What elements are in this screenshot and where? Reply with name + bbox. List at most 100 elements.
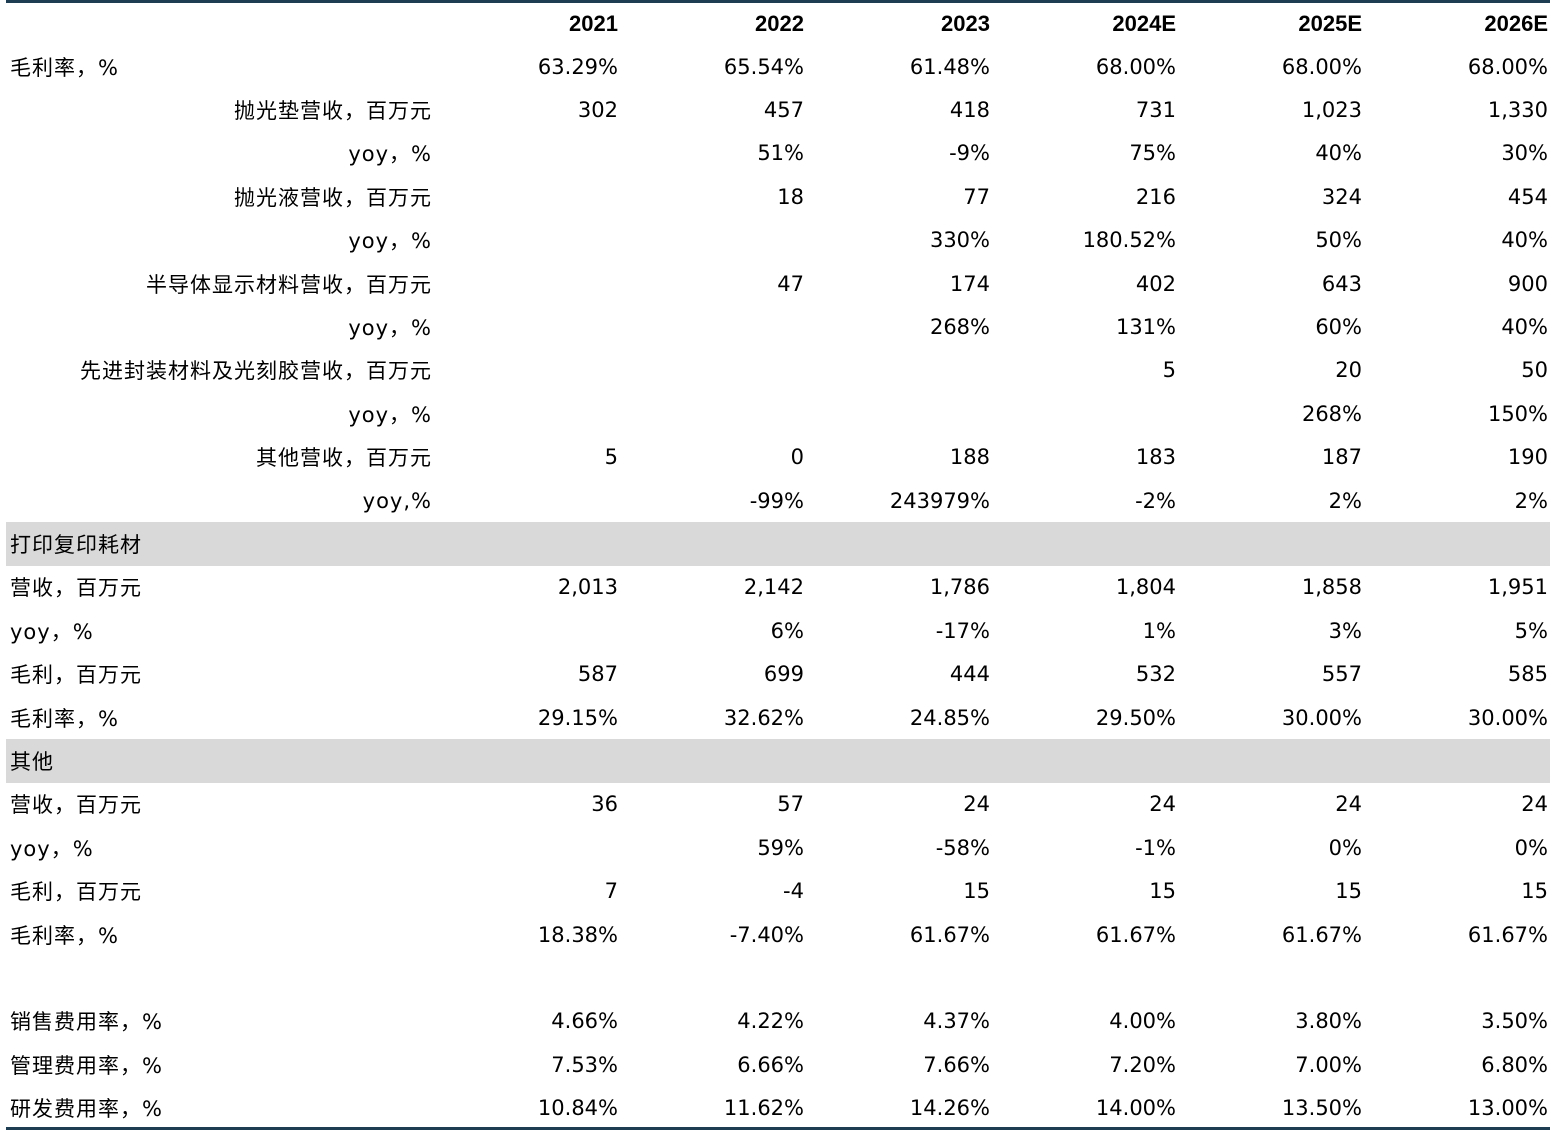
table-cell: 131% xyxy=(1115,315,1176,340)
table-cell: 457 xyxy=(763,98,804,123)
table-cell: 243979% xyxy=(889,488,990,513)
table-cell: 4.00% xyxy=(1109,1009,1176,1034)
table-cell: 2% xyxy=(1514,488,1548,513)
table-cell: 51% xyxy=(757,141,804,166)
table-cell: 14.26% xyxy=(909,1096,990,1121)
table-cell: 24.85% xyxy=(909,705,990,730)
section-header-row: 打印复印耗材 xyxy=(6,522,1550,566)
table-cell: 1% xyxy=(1142,618,1176,643)
table-cell: 20 xyxy=(1335,358,1362,383)
table-cell: 3% xyxy=(1328,618,1362,643)
table-cell: 0% xyxy=(1514,835,1548,860)
table-cell: 3.50% xyxy=(1481,1009,1548,1034)
table-cell: 29.50% xyxy=(1095,705,1176,730)
table-cell: 1,023 xyxy=(1301,98,1362,123)
table-cell: 1,330 xyxy=(1487,98,1548,123)
table-cell: 444 xyxy=(949,662,990,687)
table-cell: 75% xyxy=(1129,141,1176,166)
table-cell: -9% xyxy=(949,141,990,166)
table-cell: 6% xyxy=(770,618,804,643)
table-cell: 24 xyxy=(1521,792,1548,817)
table-cell: 61.67% xyxy=(1281,922,1362,947)
table-cell: 40% xyxy=(1315,141,1362,166)
table-cell: 418 xyxy=(949,98,990,123)
table-cell: 61.67% xyxy=(909,922,990,947)
table-cell: 2,013 xyxy=(557,575,618,600)
table-row: 毛利，百万元 7 -4 15 15 15 15 xyxy=(6,869,1550,912)
table-row: 半导体显示材料营收，百万元 47 174 402 643 900 xyxy=(6,262,1550,305)
table-cell: 10.84% xyxy=(537,1096,618,1121)
table-cell: 150% xyxy=(1487,401,1548,426)
column-header: 2025E xyxy=(1298,11,1362,36)
table-cell: 50 xyxy=(1521,358,1548,383)
table-row: yoy，% 330% 180.52% 50% 40% xyxy=(6,219,1550,262)
row-label: 先进封装材料及光刻胶营收，百万元 xyxy=(80,359,432,384)
table-row: 毛利率，% 18.38% -7.40% 61.67% 61.67% 61.67% 61.67… xyxy=(6,913,1550,956)
table-row: 营收，百万元 36 57 24 24 24 24 xyxy=(6,783,1550,826)
table-cell: 1,858 xyxy=(1301,575,1362,600)
table-cell: 40% xyxy=(1501,315,1548,340)
table-cell: 60% xyxy=(1315,315,1362,340)
table-cell: -58% xyxy=(935,835,990,860)
table-cell: 24 xyxy=(1149,792,1176,817)
table-cell: 0% xyxy=(1328,835,1362,860)
column-header: 2023 xyxy=(941,11,990,36)
table-row: 毛利，百万元 587 699 444 532 557 585 xyxy=(6,652,1550,695)
table-cell: 30% xyxy=(1501,141,1548,166)
table-cell: 5 xyxy=(1162,358,1176,383)
table-cell: 15 xyxy=(1521,879,1548,904)
table-cell: 65.54% xyxy=(723,54,804,79)
table-body: 毛利率，% 63.29% 65.54% 61.48% 68.00% 68.00% 68.00… xyxy=(6,45,1550,1130)
table-cell: 13.00% xyxy=(1467,1096,1548,1121)
table-row: 管理费用率，% 7.53% 6.66% 7.66% 7.20% 7.00% 6.80% xyxy=(6,1043,1550,1086)
table-cell: 2,142 xyxy=(743,575,804,600)
table-cell: 188 xyxy=(949,445,990,470)
table-cell: 18 xyxy=(777,184,804,209)
table-cell: 454 xyxy=(1507,184,1548,209)
row-label: 销售费用率，% xyxy=(10,1010,163,1035)
table-cell: 57 xyxy=(777,792,804,817)
row-label: 营收，百万元 xyxy=(10,793,142,818)
table-cell: 187 xyxy=(1321,445,1362,470)
table-cell: 24 xyxy=(963,792,990,817)
table-cell: 7.20% xyxy=(1109,1052,1176,1077)
table-cell: 13.50% xyxy=(1281,1096,1362,1121)
column-header: 2021 xyxy=(569,11,618,36)
row-label: 研发费用率，% xyxy=(10,1097,163,1122)
row-label: 营收，百万元 xyxy=(10,576,142,601)
table-row: yoy，% 268% 131% 60% 40% xyxy=(6,305,1550,348)
table-row: 毛利率，% 29.15% 32.62% 24.85% 29.50% 30.00% 30.00… xyxy=(6,696,1550,739)
table-cell: 3.80% xyxy=(1295,1009,1362,1034)
top-rule xyxy=(6,0,1550,3)
table-cell: 0 xyxy=(790,445,804,470)
table-cell: -99% xyxy=(749,488,804,513)
row-label: 毛利，百万元 xyxy=(10,663,142,688)
table-cell: 63.29% xyxy=(537,54,618,79)
spacer-row xyxy=(6,956,1550,999)
table-cell: 15 xyxy=(1149,879,1176,904)
table-row: yoy，% 59% -58% -1% 0% 0% xyxy=(6,826,1550,869)
row-label: yoy，% xyxy=(348,316,432,341)
table-cell: 302 xyxy=(577,98,618,123)
table-row: yoy，% 6% -17% 1% 3% 5% xyxy=(6,609,1550,652)
table-cell: -1% xyxy=(1135,835,1176,860)
table-cell: 2% xyxy=(1328,488,1362,513)
table-cell: 174 xyxy=(949,271,990,296)
table-cell: 5 xyxy=(604,445,618,470)
table-cell: 40% xyxy=(1501,228,1548,253)
row-label: 管理费用率，% xyxy=(10,1053,163,1078)
table-cell: 4.66% xyxy=(551,1009,618,1034)
row-label: 毛利率，% xyxy=(10,55,119,80)
table-row: yoy,% -99% 243979% -2% 2% 2% xyxy=(6,479,1550,522)
table-cell: 268% xyxy=(929,315,990,340)
table-cell: 402 xyxy=(1135,271,1176,296)
row-label: yoy，% xyxy=(348,142,432,167)
row-label: yoy,% xyxy=(362,488,432,513)
table-cell: 183 xyxy=(1135,445,1176,470)
row-label: 其他营收，百万元 xyxy=(256,446,432,471)
table-row: 先进封装材料及光刻胶营收，百万元 5 20 50 xyxy=(6,349,1550,392)
table-cell: 587 xyxy=(577,662,618,687)
row-label: 毛利，百万元 xyxy=(10,880,142,905)
table-row: 营收，百万元 2,013 2,142 1,786 1,804 1,858 1,951 xyxy=(6,566,1550,609)
row-label: 半导体显示材料营收，百万元 xyxy=(146,272,432,297)
